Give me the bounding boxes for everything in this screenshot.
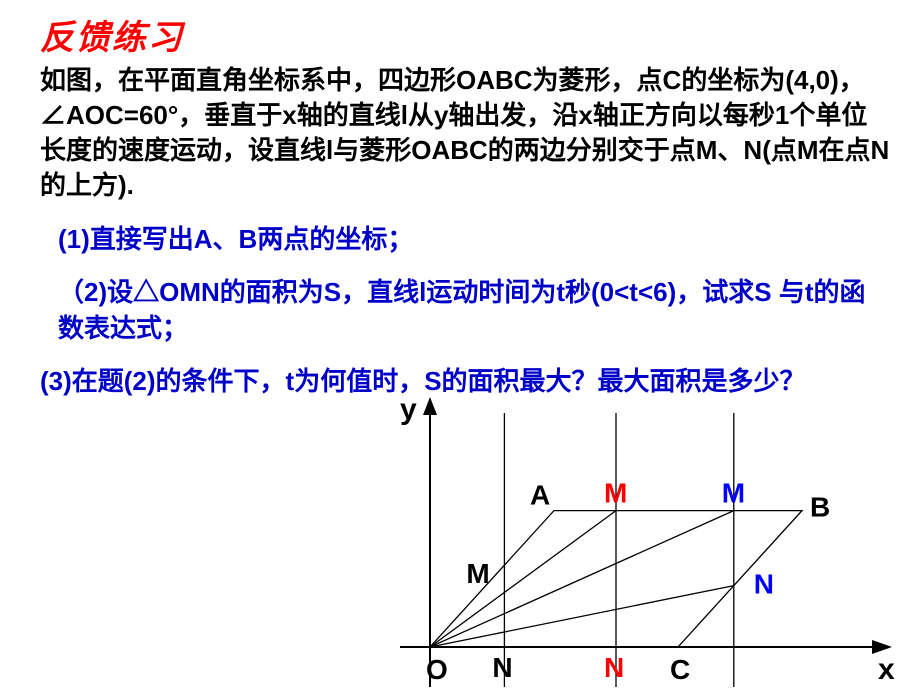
question-1: (1)直接写出A、B两点的坐标； bbox=[58, 221, 890, 257]
svg-text:B: B bbox=[810, 492, 830, 523]
question-2: （2)设△OMN的面积为S，直线l运动时间为t秒(0<t<6)，试求S 与t的函… bbox=[58, 274, 890, 347]
diagram: y x O A B C M M M N N N bbox=[320, 395, 900, 690]
svg-text:N: N bbox=[754, 569, 774, 600]
svg-text:N: N bbox=[604, 652, 624, 683]
problem-statement: 如图，在平面直角坐标系中，四边形OABC为菱形，点C的坐标为(4,0)，∠AOC… bbox=[40, 63, 890, 203]
slide-title: 反馈练习 bbox=[40, 10, 890, 59]
svg-text:x: x bbox=[878, 653, 895, 686]
svg-text:A: A bbox=[530, 480, 550, 511]
svg-text:y: y bbox=[400, 393, 417, 426]
slide: { "title": "反馈练习", "problem": "如图，在平面直角坐… bbox=[0, 0, 920, 690]
svg-text:O: O bbox=[426, 654, 448, 685]
svg-text:M: M bbox=[604, 478, 627, 509]
question-3: (3)在题(2)的条件下，t为何值时，S的面积最大？最大面积是多少？ bbox=[40, 363, 890, 399]
svg-text:C: C bbox=[670, 654, 690, 685]
diagram-svg: y x O A B C M M M N N N bbox=[320, 395, 900, 690]
svg-text:N: N bbox=[492, 652, 512, 683]
svg-text:M: M bbox=[466, 558, 489, 589]
svg-text:M: M bbox=[722, 478, 745, 509]
